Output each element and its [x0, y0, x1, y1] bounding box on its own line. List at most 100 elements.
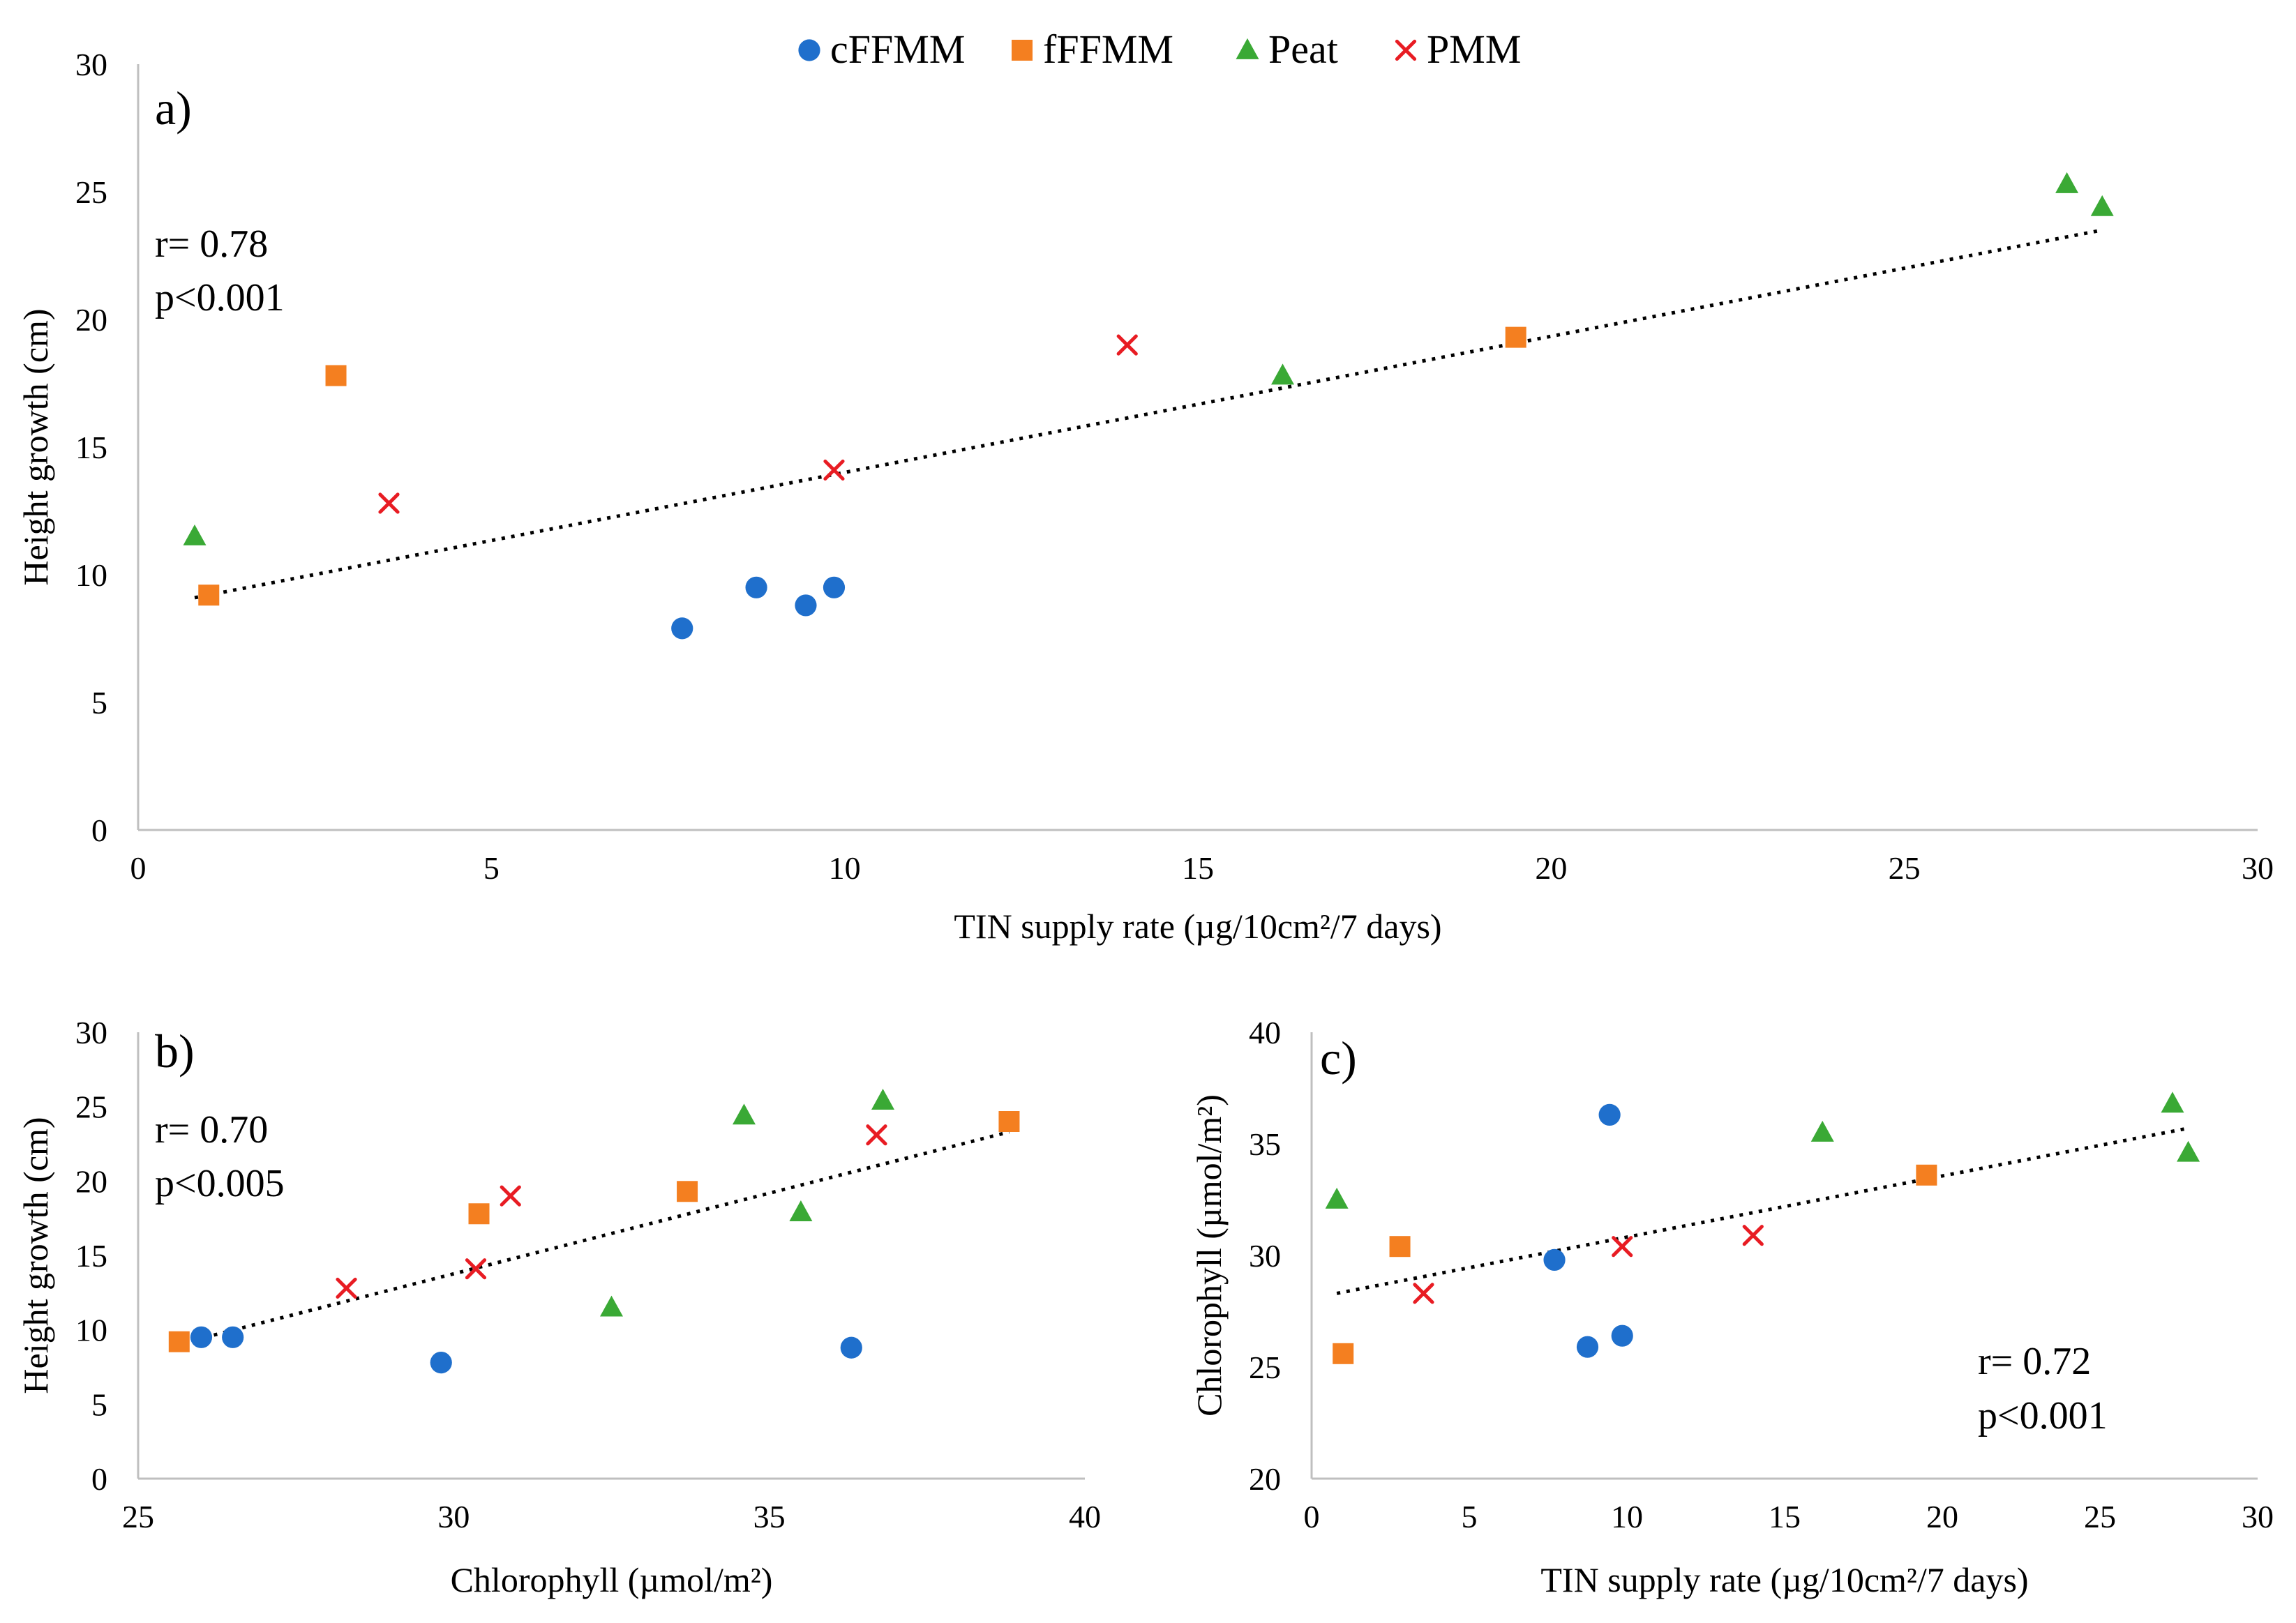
data-point-peat — [2090, 195, 2114, 216]
y-tick-label: 15 — [75, 1238, 107, 1274]
trendline — [1336, 1126, 2189, 1295]
data-point-fffmm — [998, 1111, 1020, 1132]
y-tick-label: 10 — [75, 1313, 107, 1348]
y-axis-title: Chlorophyll (µmol/m²) — [1190, 1094, 1229, 1417]
data-point-peat — [600, 1295, 623, 1317]
x-tick-label: 30 — [2242, 850, 2274, 886]
data-point-cffmm — [222, 1326, 244, 1348]
legend-label-peat: Peat — [1268, 27, 1338, 72]
data-point-fffmm — [677, 1181, 698, 1202]
legend: cFFMM fFFMM Peat PMM — [798, 27, 1521, 72]
series-peat — [1325, 1092, 2200, 1209]
y-tick-label: 15 — [75, 430, 107, 465]
data-point-cffmm — [430, 1352, 452, 1374]
correlation-r: r= 0.70 — [155, 1108, 268, 1152]
y-tick-label: 0 — [91, 1461, 107, 1497]
x-tick-label: 5 — [483, 850, 500, 886]
data-point-pmm — [465, 1258, 487, 1280]
data-point-cffmm — [795, 594, 817, 617]
data-point-cffmm — [1576, 1336, 1599, 1358]
series-fffmm — [1333, 1164, 1937, 1364]
correlation-r: r= 0.78 — [155, 222, 268, 266]
x-tick-label: 30 — [437, 1499, 470, 1534]
y-tick-label: 10 — [75, 557, 107, 593]
x-tick-label: 10 — [829, 850, 861, 886]
trendline — [175, 1130, 1010, 1347]
x-tick-label: 10 — [1611, 1499, 1643, 1534]
series-pmm — [378, 334, 1138, 514]
legend-item-pmm: PMM — [1395, 27, 1521, 72]
x-tick-label: 35 — [753, 1499, 786, 1534]
x-axis-title: Chlorophyll (µmol/m²) — [451, 1560, 773, 1599]
x-tick-label: 30 — [2242, 1499, 2274, 1534]
data-point-cffmm — [823, 576, 846, 598]
data-point-peat — [871, 1089, 895, 1110]
data-point-peat — [183, 524, 207, 545]
series-cffmm — [671, 576, 846, 640]
data-point-cffmm — [671, 617, 693, 640]
p-value: p<0.001 — [1978, 1394, 2108, 1437]
data-point-fffmm — [1916, 1164, 1937, 1186]
legend-item-cffmm: cFFMM — [798, 27, 965, 72]
series-cffmm — [190, 1326, 862, 1374]
y-tick-label: 0 — [91, 813, 107, 848]
x-tick-label: 20 — [1535, 850, 1567, 886]
y-tick-label: 25 — [75, 1089, 107, 1125]
p-value: p<0.001 — [155, 276, 285, 319]
data-point-pmm — [336, 1277, 357, 1299]
x-tick-label: 25 — [2084, 1499, 2116, 1534]
data-point-peat — [2055, 172, 2079, 193]
correlation-r: r= 0.72 — [1978, 1340, 2091, 1383]
data-point-peat — [2161, 1092, 2184, 1113]
x-tick-label: 0 — [1304, 1499, 1320, 1534]
y-tick-label: 35 — [1249, 1126, 1281, 1162]
series-pmm — [336, 1124, 887, 1299]
y-tick-label: 20 — [75, 1163, 107, 1199]
x-tick-label: 20 — [1926, 1499, 1958, 1534]
data-point-cffmm — [840, 1336, 862, 1359]
data-point-fffmm — [468, 1203, 490, 1225]
y-tick-label: 20 — [1249, 1461, 1281, 1497]
x-tick-label: 15 — [1769, 1499, 1801, 1534]
data-point-pmm — [1742, 1225, 1764, 1246]
y-tick-label: 25 — [1249, 1350, 1281, 1385]
panel-label: c) — [1320, 1032, 1357, 1085]
p-value: p<0.005 — [155, 1162, 285, 1205]
panel-b: 25 30 35 40 0 5 10 15 20 25 30 Chlorophyll (µmol/m²… — [16, 1015, 1101, 1599]
data-point-fffmm — [168, 1331, 190, 1352]
y-tick-label: 20 — [75, 302, 107, 338]
series-fffmm — [168, 1111, 1020, 1352]
x-tick-label: 25 — [1889, 850, 1921, 886]
series-pmm — [1413, 1225, 1764, 1304]
data-point-pmm — [378, 492, 400, 514]
data-point-pmm — [500, 1185, 521, 1207]
legend-item-peat: Peat — [1236, 27, 1338, 72]
legend-label-cffmm: cFFMM — [830, 27, 965, 72]
y-tick-label: 40 — [1249, 1015, 1281, 1050]
legend-label-pmm: PMM — [1427, 27, 1521, 72]
data-point-pmm — [1116, 334, 1138, 356]
x-tick-label: 15 — [1182, 850, 1214, 886]
panel-c: 0 5 10 15 20 25 30 20 25 30 35 40 TIN supply rate (µ… — [1190, 1015, 2274, 1599]
data-point-pmm — [866, 1124, 887, 1146]
data-point-cffmm — [745, 576, 767, 598]
legend-marker-pmm — [1395, 39, 1417, 61]
legend-marker-cffmm — [798, 39, 820, 61]
data-point-fffmm — [325, 365, 347, 386]
data-point-pmm — [1612, 1236, 1633, 1258]
y-tick-label: 5 — [91, 1387, 107, 1422]
y-tick-label: 25 — [75, 174, 107, 210]
data-point-fffmm — [1333, 1343, 1354, 1364]
data-point-fffmm — [1389, 1236, 1411, 1258]
data-point-cffmm — [190, 1326, 213, 1348]
series-fffmm — [198, 326, 1526, 606]
legend-marker-peat — [1236, 38, 1259, 59]
data-point-cffmm — [1598, 1103, 1621, 1126]
data-point-peat — [1271, 363, 1295, 385]
series-peat — [600, 1089, 895, 1317]
y-tick-label: 30 — [75, 47, 107, 82]
series-cffmm — [1543, 1103, 1633, 1358]
data-point-pmm — [823, 459, 845, 481]
